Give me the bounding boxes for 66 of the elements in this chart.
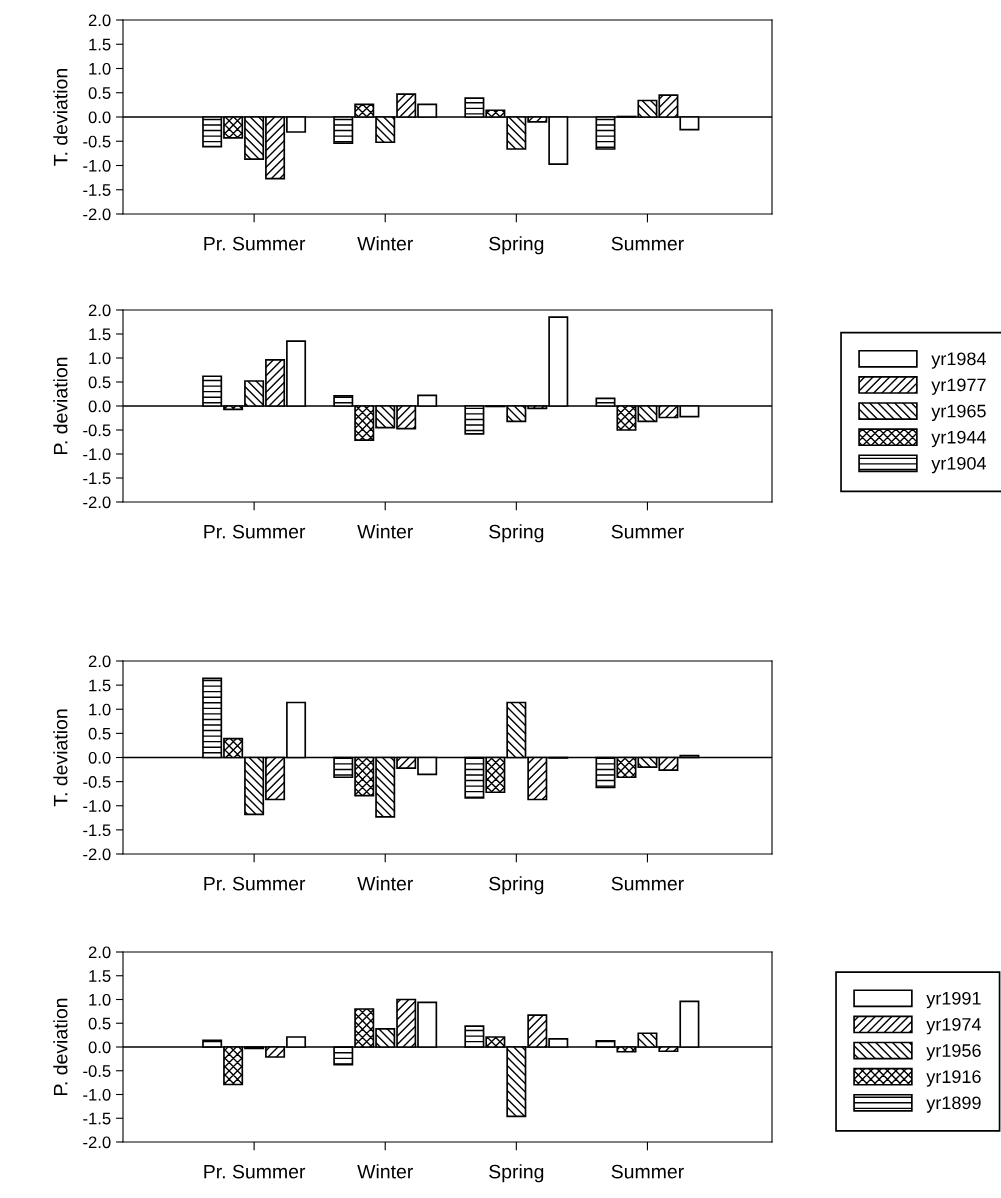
y-tick-label: 0.0	[88, 1041, 111, 1054]
y-tick-label: 1.5	[89, 328, 111, 341]
y-tick-label: 0.0	[88, 751, 111, 764]
y-tick-label: 1.5	[89, 38, 111, 51]
y-tick-label: 2.0	[88, 14, 111, 27]
y-tick-label: -2.0	[83, 496, 111, 509]
y-tick-label: 1.0	[89, 703, 111, 716]
y-tick-label: -0.5	[83, 776, 111, 788]
x-tick-label: Spring	[489, 524, 544, 543]
y-tick-label: 1.5	[89, 970, 111, 982]
legend-label: yr1991	[926, 991, 981, 1009]
y-tick-label: -0.5	[83, 424, 111, 437]
legend-label: yr1904	[931, 456, 986, 474]
x-tick-label: Pr. Summer	[204, 236, 306, 251]
y-tick-label: 0.0	[88, 400, 111, 413]
x-tick-label: Winter	[357, 524, 413, 539]
x-tick-label: Pr. Summer	[204, 1164, 306, 1179]
y-tick-label: -2.0	[83, 208, 111, 221]
x-tick-label: Winter	[357, 876, 413, 891]
x-tick-label: Spring	[489, 1164, 544, 1183]
x-tick-label: Pr. Summer	[204, 524, 306, 539]
x-tick-label: Summer	[611, 1164, 684, 1179]
y-tick-label: 2.0	[88, 946, 111, 959]
legend-label: yr1974	[926, 1018, 981, 1035]
x-tick-label: Spring	[489, 236, 544, 255]
y-tick-label: -2.0	[83, 848, 111, 861]
x-tick-label: Spring	[489, 876, 544, 895]
y-tick-label: 1.0	[89, 993, 111, 1006]
y-tick-label: 2.0	[88, 304, 111, 317]
y-tick-label: 0.5	[88, 87, 111, 99]
y-axis-title: T. deviation	[53, 69, 68, 166]
x-tick-label: Pr. Summer	[204, 876, 306, 891]
y-tick-label: -1.0	[83, 1088, 111, 1101]
legend-label: yr1899	[926, 1096, 981, 1113]
y-tick-label: -1.0	[83, 448, 111, 461]
y-tick-label: 1.0	[89, 352, 111, 365]
y-tick-label: -2.0	[83, 1136, 111, 1149]
y-tick-label: 0.0	[88, 111, 111, 124]
x-tick-label: Winter	[357, 236, 413, 251]
y-tick-label: -1.5	[83, 184, 111, 196]
legend-label: yr1965	[931, 404, 986, 422]
y-tick-label: -0.5	[83, 135, 111, 148]
y-tick-label: 1.5	[89, 679, 111, 692]
y-axis-title: P. deviation	[53, 998, 68, 1095]
y-axis-title: T. deviation	[53, 709, 68, 807]
y-tick-label: -1.5	[83, 472, 111, 485]
legend-label: yr1977	[931, 378, 986, 395]
legend-label: yr1916	[926, 1070, 981, 1087]
y-axis-title: P. deviation	[53, 357, 68, 454]
y-tick-label: -0.5	[83, 1065, 111, 1077]
y-tick-label: -1.0	[83, 159, 111, 172]
y-tick-label: -1.5	[83, 1112, 111, 1125]
y-tick-label: -1.0	[83, 800, 111, 812]
x-tick-label: Summer	[611, 524, 684, 539]
y-tick-label: 0.5	[88, 727, 111, 740]
y-tick-label: 0.5	[88, 376, 111, 389]
legend-label: yr1944	[931, 430, 986, 448]
x-tick-label: Winter	[357, 1164, 413, 1179]
y-tick-label: 1.0	[89, 62, 111, 75]
legend-label: yr1984	[931, 352, 986, 369]
x-tick-label: Summer	[611, 876, 684, 891]
y-tick-label: -1.5	[83, 824, 111, 837]
legend-label: yr1956	[926, 1044, 981, 1061]
x-tick-label: Summer	[611, 236, 684, 251]
y-tick-label: 0.5	[88, 1017, 111, 1030]
y-tick-label: 2.0	[88, 655, 111, 668]
